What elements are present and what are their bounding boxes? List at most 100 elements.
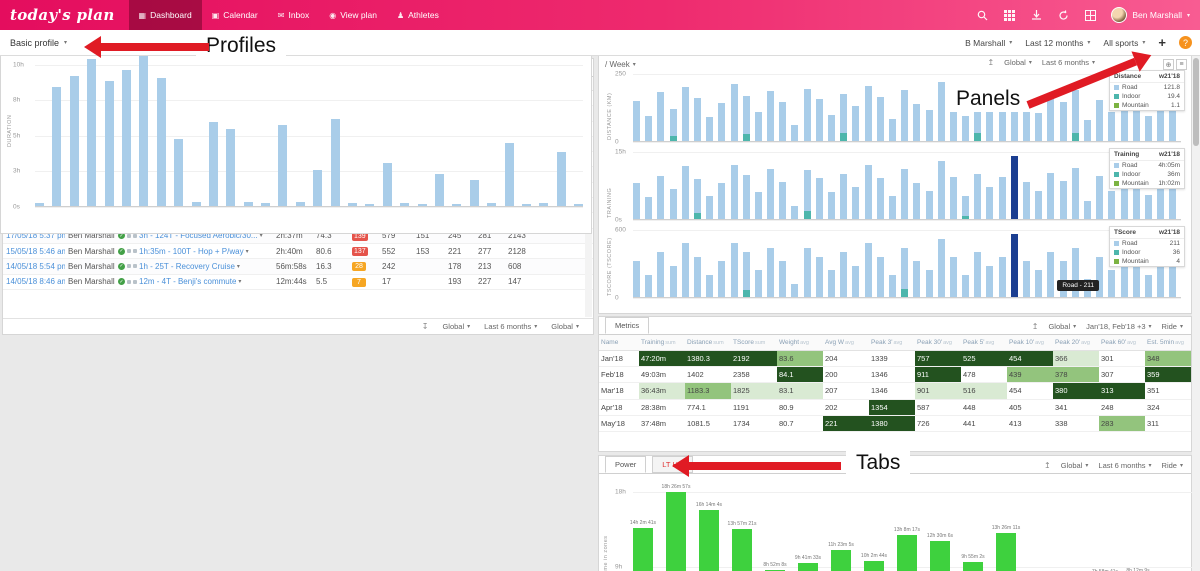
duration-bar[interactable] — [243, 201, 253, 207]
window-scrollbar[interactable] — [1192, 56, 1200, 571]
duration-bar[interactable] — [104, 81, 114, 207]
metrics-cell[interactable]: 1380.3 — [685, 351, 731, 367]
metrics-col-weight[interactable]: Weightavg — [777, 339, 823, 346]
metrics-cell[interactable]: 1402 — [687, 370, 704, 380]
week-bar[interactable] — [779, 102, 787, 142]
week-bar[interactable] — [925, 270, 933, 298]
activity-name-link[interactable]: 12m - 4T - Benji's commute — [139, 277, 237, 287]
week-bar[interactable] — [791, 205, 799, 220]
week-bar[interactable] — [1023, 261, 1030, 298]
week-bar[interactable] — [925, 191, 933, 220]
add-panel-button[interactable]: + — [1158, 35, 1166, 50]
search-icon[interactable] — [976, 9, 989, 22]
power-range-selector[interactable]: Last 6 months ▾ — [1098, 461, 1152, 470]
week-bar[interactable] — [1144, 115, 1152, 142]
week-bar[interactable] — [803, 88, 811, 142]
week-bar[interactable] — [937, 81, 945, 142]
metrics-cell[interactable]: 338 — [1055, 418, 1068, 428]
week-bar[interactable] — [974, 252, 982, 298]
week-bar[interactable] — [730, 165, 738, 220]
week-bar[interactable] — [852, 265, 860, 298]
metrics-cell[interactable]: 80.7 — [779, 418, 794, 428]
week-bar[interactable] — [986, 265, 994, 298]
duration-bar[interactable] — [521, 204, 531, 207]
duration-bar[interactable] — [295, 201, 305, 207]
metrics-cell[interactable]: 301 — [1101, 354, 1114, 364]
duration-bar[interactable] — [52, 86, 62, 207]
week-bar[interactable] — [693, 97, 701, 142]
metrics-cell[interactable]: 83.6 — [777, 351, 823, 367]
duration-bar[interactable] — [574, 204, 584, 207]
week-bar[interactable] — [901, 247, 909, 298]
week-bar[interactable] — [974, 92, 982, 142]
week-bar[interactable] — [1169, 265, 1177, 298]
week-bar[interactable] — [962, 195, 970, 220]
week-bar[interactable] — [730, 243, 738, 298]
week-bar[interactable] — [913, 103, 921, 142]
metrics-cell[interactable]: 200 — [825, 370, 838, 380]
week-bar[interactable] — [913, 261, 921, 298]
week-bar[interactable] — [1108, 270, 1116, 298]
power-bar[interactable]: 10h 2m 44s — [861, 553, 887, 571]
week-bar[interactable] — [791, 283, 799, 298]
week-bar[interactable] — [1120, 94, 1128, 142]
week-bar[interactable] — [1035, 270, 1043, 298]
metrics-cell[interactable]: 351 — [1147, 386, 1160, 396]
week-bar[interactable] — [828, 270, 835, 298]
week-bar[interactable] — [937, 238, 945, 298]
power-bar[interactable]: 12h 30m 6s — [927, 533, 953, 571]
week-bar[interactable] — [633, 261, 640, 298]
week-bar[interactable] — [852, 187, 860, 220]
week-bar[interactable] — [1144, 274, 1152, 298]
week-bar[interactable] — [925, 110, 933, 142]
week-bar[interactable] — [681, 166, 689, 220]
week-bar[interactable] — [888, 274, 896, 298]
metrics-cell[interactable]: 587 — [917, 402, 930, 412]
power-bar[interactable]: 16h 14m 4s — [696, 502, 722, 571]
week-bar[interactable] — [901, 168, 909, 220]
metrics-cell[interactable]: 80.9 — [779, 402, 794, 412]
week-bar[interactable] — [1108, 111, 1116, 142]
week-bar[interactable] — [1132, 103, 1140, 142]
menu-icon[interactable]: ≡ — [1176, 59, 1187, 70]
metrics-cell[interactable]: 366 — [1053, 351, 1099, 367]
week-bar[interactable] — [1035, 113, 1043, 142]
week-bar[interactable] — [803, 247, 811, 298]
metrics-col-training[interactable]: Trainingsum — [639, 339, 685, 346]
week-bar[interactable] — [815, 256, 823, 298]
week-range-selector[interactable]: Last 6 months ▾ — [1041, 58, 1095, 67]
activity-start-link[interactable]: 17/05/18 5:37 pm — [6, 231, 65, 241]
metrics-sport-selector[interactable]: Ride ▾ — [1161, 322, 1183, 331]
week-bar[interactable] — [1096, 99, 1104, 142]
week-bar[interactable] — [1169, 186, 1177, 220]
power-bar[interactable]: 9h 41m 33s — [795, 555, 821, 571]
week-bar[interactable] — [779, 182, 787, 220]
chevron-down-icon[interactable]: ▾ — [245, 248, 249, 255]
week-bar[interactable] — [1071, 247, 1079, 298]
profile-selector[interactable]: Basic profile ▾ — [0, 38, 77, 48]
week-bar[interactable] — [864, 243, 872, 298]
metrics-cell[interactable]: 28:38m — [641, 402, 667, 412]
week-bar[interactable] — [706, 196, 714, 220]
week-bar[interactable] — [730, 84, 738, 142]
duration-bar[interactable] — [313, 170, 323, 207]
metrics-cell[interactable]: 405 — [1009, 402, 1022, 412]
duration-bar[interactable] — [539, 202, 549, 207]
apps-icon[interactable] — [1003, 9, 1016, 22]
metrics-col-peak-5[interactable]: Peak 5'avg — [961, 339, 1007, 346]
week-bar[interactable] — [633, 182, 640, 220]
metrics-cell[interactable]: 324 — [1147, 402, 1160, 412]
metrics-cell[interactable]: 2358 — [733, 370, 750, 380]
week-bar[interactable] — [718, 261, 726, 298]
week-bar[interactable] — [1144, 195, 1152, 220]
week-bar[interactable] — [888, 195, 896, 220]
week-bar[interactable] — [876, 96, 884, 142]
duration-bar[interactable] — [174, 138, 184, 207]
week-bar[interactable] — [1047, 173, 1055, 220]
metrics-cell[interactable]: 49:03m — [641, 370, 667, 380]
power-bar[interactable]: 14h 2m 41s — [630, 520, 656, 571]
week-bar[interactable] — [645, 274, 653, 298]
metrics-cell[interactable]: 901 — [915, 383, 961, 399]
week-bar[interactable] — [693, 178, 701, 220]
power-bar[interactable]: 11h 23m 5s — [828, 542, 854, 571]
